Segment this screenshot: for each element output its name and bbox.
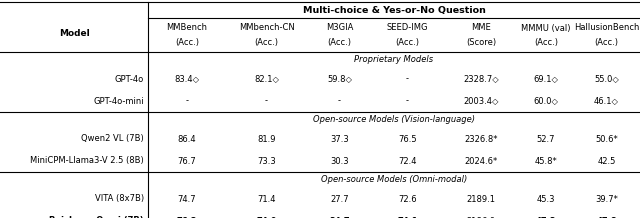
Text: -: -: [186, 97, 189, 106]
Text: 76.5: 76.5: [398, 135, 417, 143]
Text: 2186.9: 2186.9: [467, 216, 495, 218]
Text: 2003.4◇: 2003.4◇: [463, 97, 499, 106]
Text: 74.9: 74.9: [256, 216, 277, 218]
Text: 45.3: 45.3: [537, 194, 556, 203]
Text: (Score): (Score): [466, 37, 496, 46]
Text: 46.1◇: 46.1◇: [594, 97, 619, 106]
Text: (Acc.): (Acc.): [175, 37, 199, 46]
Text: 81.9: 81.9: [257, 135, 276, 143]
Text: (Acc.): (Acc.): [534, 37, 558, 46]
Text: 47.3: 47.3: [536, 216, 556, 218]
Text: 83.4◇: 83.4◇: [175, 75, 200, 83]
Text: MiniCPM-Llama3-V 2.5 (8B): MiniCPM-Llama3-V 2.5 (8B): [30, 157, 144, 165]
Text: 74.7: 74.7: [178, 194, 196, 203]
Text: 82.1◇: 82.1◇: [254, 75, 279, 83]
Text: HallusionBench: HallusionBench: [574, 24, 639, 32]
Text: 55.0◇: 55.0◇: [594, 75, 619, 83]
Text: MMBench: MMBench: [166, 24, 207, 32]
Text: -: -: [406, 97, 409, 106]
Text: M3GIA: M3GIA: [326, 24, 353, 32]
Text: 2328.7◇: 2328.7◇: [463, 75, 499, 83]
Text: Open-source Models (Omni-modal): Open-source Models (Omni-modal): [321, 175, 467, 184]
Text: 30.3: 30.3: [330, 157, 349, 165]
Text: VITA (8x7B): VITA (8x7B): [95, 194, 144, 203]
Text: 76.2: 76.2: [177, 216, 197, 218]
Text: (Acc.): (Acc.): [328, 37, 351, 46]
Text: 72.4: 72.4: [398, 157, 417, 165]
Text: 34.7: 34.7: [329, 216, 350, 218]
Text: 2189.1: 2189.1: [467, 194, 495, 203]
Text: 27.7: 27.7: [330, 194, 349, 203]
Text: Model: Model: [59, 29, 90, 37]
Text: Baichuan-Omni (7B): Baichuan-Omni (7B): [49, 216, 144, 218]
Text: 50.6*: 50.6*: [595, 135, 618, 143]
Text: 39.7*: 39.7*: [595, 194, 618, 203]
Text: Open-source Models (Vision-language): Open-source Models (Vision-language): [313, 116, 475, 124]
Text: 2326.8*: 2326.8*: [464, 135, 498, 143]
Text: 42.5: 42.5: [597, 157, 616, 165]
Text: 37.3: 37.3: [330, 135, 349, 143]
Text: 2024.6*: 2024.6*: [465, 157, 498, 165]
Text: (Acc.): (Acc.): [396, 37, 419, 46]
Text: 45.8*: 45.8*: [534, 157, 557, 165]
Text: (Acc.): (Acc.): [595, 37, 618, 46]
Text: Multi-choice & Yes-or-No Question: Multi-choice & Yes-or-No Question: [303, 5, 485, 15]
Text: 47.8: 47.8: [596, 216, 617, 218]
Text: 86.4: 86.4: [178, 135, 196, 143]
Text: Proprietary Models: Proprietary Models: [355, 56, 433, 65]
Text: 76.7: 76.7: [178, 157, 196, 165]
Text: (Acc.): (Acc.): [255, 37, 278, 46]
Text: 69.1◇: 69.1◇: [534, 75, 559, 83]
Text: 71.4: 71.4: [257, 194, 276, 203]
Text: GPT-4o-mini: GPT-4o-mini: [93, 97, 144, 106]
Text: -: -: [406, 75, 409, 83]
Text: 60.0◇: 60.0◇: [534, 97, 559, 106]
Text: MMbench-CN: MMbench-CN: [239, 24, 294, 32]
Text: MMMU (val): MMMU (val): [521, 24, 571, 32]
Text: 59.8◇: 59.8◇: [327, 75, 352, 83]
Text: MME: MME: [471, 24, 491, 32]
Text: 72.6: 72.6: [398, 194, 417, 203]
Text: Qwen2 VL (7B): Qwen2 VL (7B): [81, 135, 144, 143]
Text: -: -: [265, 97, 268, 106]
Text: GPT-4o: GPT-4o: [115, 75, 144, 83]
Text: -: -: [338, 97, 341, 106]
Text: 73.3: 73.3: [257, 157, 276, 165]
Text: SEED-IMG: SEED-IMG: [387, 24, 428, 32]
Text: 74.1: 74.1: [397, 216, 418, 218]
Text: 52.7: 52.7: [537, 135, 556, 143]
